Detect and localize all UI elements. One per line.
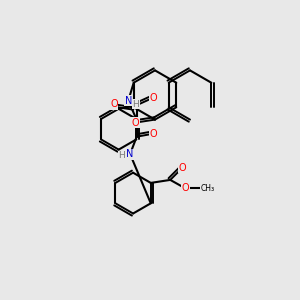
Text: O: O <box>110 99 118 109</box>
Text: CH₃: CH₃ <box>201 184 215 193</box>
Text: O: O <box>149 93 157 103</box>
Text: N: N <box>126 149 134 159</box>
Text: O: O <box>178 163 186 173</box>
Text: O: O <box>182 183 189 193</box>
Text: H: H <box>132 100 139 109</box>
Text: O: O <box>149 129 157 139</box>
Text: N: N <box>124 96 132 106</box>
Text: O: O <box>132 118 139 128</box>
Text: H: H <box>118 151 125 160</box>
